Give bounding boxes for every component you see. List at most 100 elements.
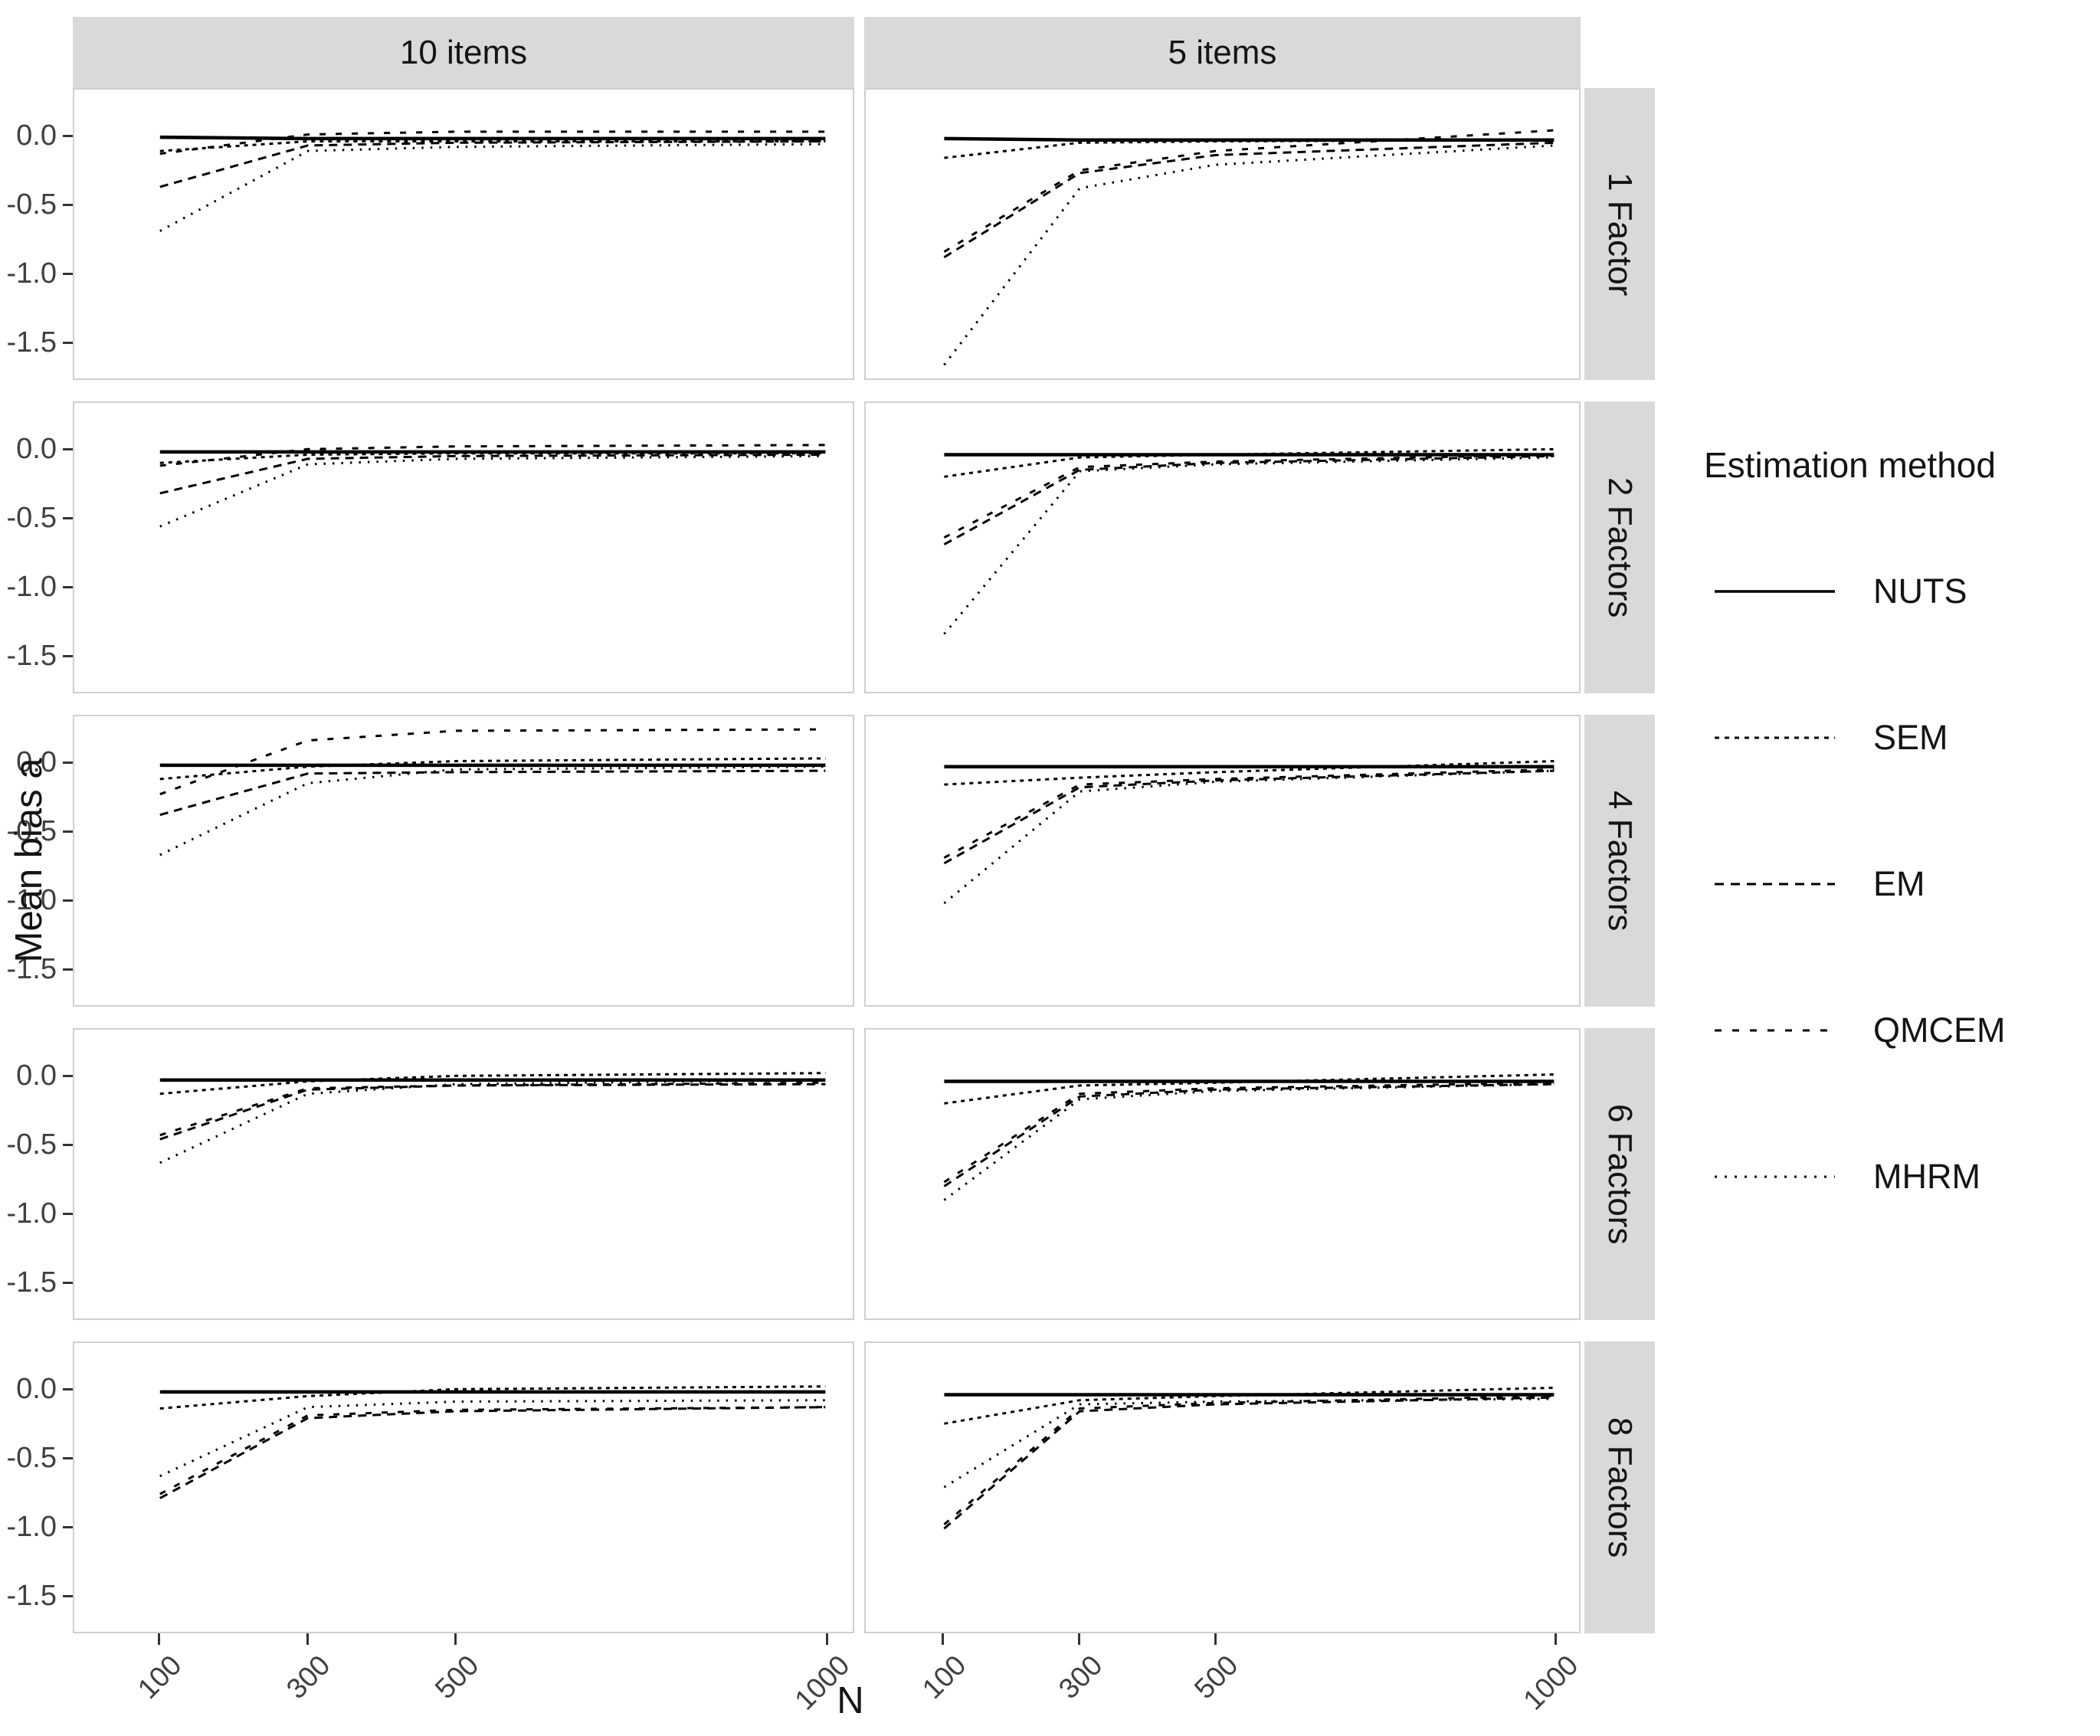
series-line-nuts bbox=[159, 135, 826, 141]
facet-panel-4-factors-5-items bbox=[864, 715, 1581, 1007]
y-axis-tick-label: 0.0 bbox=[16, 746, 57, 778]
facet-row-label: 8 Factors bbox=[1601, 1417, 1639, 1558]
legend-label: MHRM bbox=[1873, 1157, 1980, 1196]
x-axis-tick-mark bbox=[158, 1633, 160, 1645]
facet-panel-1-factor-5-items bbox=[864, 88, 1581, 380]
facet-column-label: 5 items bbox=[1168, 33, 1277, 71]
series-line-em bbox=[159, 140, 826, 188]
series-line-sem bbox=[944, 760, 1555, 786]
series-line-sem bbox=[944, 447, 1555, 478]
y-axis-tick-label: -1.0 bbox=[6, 257, 57, 290]
y-axis-tick-mark bbox=[63, 968, 73, 971]
facet-column-strip-5-items: 5 items bbox=[864, 17, 1581, 88]
x-axis-tick-label: 500 bbox=[428, 1649, 485, 1705]
legend-key-line-fine-dot bbox=[1715, 1175, 1835, 1178]
facet-column-label: 10 items bbox=[399, 33, 528, 71]
facet-panel-2-factors-10-items bbox=[73, 401, 854, 693]
facet-panel-1-factor-10-items bbox=[73, 88, 854, 380]
facet-row-strip-2-factors: 2 Factors bbox=[1584, 401, 1655, 693]
series-line-em bbox=[943, 141, 1555, 259]
legend-key-line-dotted bbox=[1715, 736, 1835, 739]
y-axis-tick-label: 0.0 bbox=[16, 433, 57, 465]
series-line-mhrm bbox=[943, 1397, 1555, 1489]
series-line-mhrm bbox=[943, 1083, 1555, 1201]
y-axis-tick-label: -1.5 bbox=[6, 326, 57, 359]
series-line-em bbox=[159, 1406, 826, 1499]
x-axis-tick-mark bbox=[1555, 1633, 1557, 1645]
legend-title: Estimation method bbox=[1704, 445, 1996, 485]
y-axis-tick-label: -0.5 bbox=[6, 1442, 57, 1474]
x-axis-title: N bbox=[837, 1680, 864, 1721]
y-axis-tick-mark bbox=[63, 273, 73, 275]
facet-row-strip-4-factors: 4 Factors bbox=[1584, 715, 1655, 1007]
facet-row-label: 2 Factors bbox=[1601, 477, 1639, 618]
y-axis-tick-mark bbox=[63, 586, 73, 588]
y-axis-tick-label: -1.5 bbox=[6, 640, 57, 672]
x-axis-tick-mark bbox=[1078, 1633, 1080, 1645]
y-axis-tick-mark bbox=[63, 1075, 73, 1077]
y-axis-tick-label: -0.5 bbox=[6, 1128, 57, 1161]
series-line-sem bbox=[944, 139, 1555, 159]
y-axis-tick-mark bbox=[63, 1526, 73, 1528]
series-line-em bbox=[943, 1083, 1555, 1187]
series-line-sem bbox=[159, 1072, 826, 1096]
y-axis-tick-mark bbox=[63, 655, 73, 657]
y-axis-tick-mark bbox=[63, 448, 73, 450]
series-line-qmcem bbox=[159, 728, 826, 796]
y-axis-tick-mark bbox=[63, 899, 73, 902]
legend-label: QMCEM bbox=[1873, 1010, 2006, 1050]
facet-column-strip-10-items: 10 items bbox=[73, 17, 854, 88]
legend-key-line-long-dash bbox=[1715, 1029, 1835, 1032]
series-line-em bbox=[943, 1396, 1555, 1530]
legend-key-line-solid bbox=[1715, 590, 1835, 593]
series-line-nuts bbox=[944, 136, 1555, 142]
y-axis-tick-label: 0.0 bbox=[16, 120, 57, 152]
y-axis-tick-mark bbox=[63, 1388, 73, 1390]
y-axis-tick-mark bbox=[63, 1213, 73, 1215]
y-axis-tick-mark bbox=[63, 830, 73, 833]
y-axis-tick-label: -1.0 bbox=[6, 571, 57, 603]
series-line-qmcem bbox=[159, 1081, 826, 1137]
facet-row-strip-8-factors: 8 Factors bbox=[1584, 1341, 1655, 1633]
y-axis-tick-label: -1.5 bbox=[6, 953, 57, 985]
y-axis-tick-label: -1.0 bbox=[6, 1197, 57, 1230]
facet-panel-8-factors-5-items bbox=[864, 1341, 1581, 1633]
facet-row-label: 6 Factors bbox=[1601, 1103, 1639, 1245]
series-line-em bbox=[159, 454, 826, 495]
series-line-mhrm bbox=[943, 144, 1555, 366]
facet-row-label: 4 Factors bbox=[1601, 790, 1639, 932]
x-axis-tick-mark bbox=[306, 1633, 309, 1645]
series-line-sem bbox=[159, 452, 826, 464]
x-axis-tick-label: 500 bbox=[1188, 1649, 1244, 1705]
facet-row-label: 1 Factor bbox=[1601, 172, 1639, 296]
y-axis-tick-mark bbox=[63, 1595, 73, 1597]
series-line-mhrm bbox=[159, 142, 826, 232]
series-line-em bbox=[943, 769, 1555, 865]
legend-label: NUTS bbox=[1873, 572, 1967, 611]
facet-panel-6-factors-10-items bbox=[73, 1028, 854, 1320]
series-line-mhrm bbox=[159, 1079, 826, 1164]
y-axis-tick-label: -0.5 bbox=[6, 502, 57, 534]
series-line-mhrm bbox=[159, 765, 826, 857]
y-axis-tick-label: -1.5 bbox=[6, 1580, 57, 1612]
facet-panel-8-factors-10-items bbox=[73, 1341, 854, 1633]
y-axis-tick-label: -0.5 bbox=[6, 188, 57, 221]
series-line-qmcem bbox=[159, 1406, 826, 1495]
y-axis-tick-label: -0.5 bbox=[6, 815, 57, 847]
facet-row-strip-1-factor: 1 Factor bbox=[1584, 88, 1655, 380]
y-axis-title: Mean bias a bbox=[8, 758, 50, 963]
series-line-qmcem bbox=[943, 768, 1555, 859]
y-axis-tick-mark bbox=[63, 517, 73, 519]
series-line-sem bbox=[159, 757, 826, 781]
series-line-mhrm bbox=[943, 456, 1555, 635]
x-axis-tick-label: 300 bbox=[1052, 1649, 1109, 1705]
facet-panel-4-factors-10-items bbox=[73, 715, 854, 1007]
y-axis-tick-mark bbox=[63, 342, 73, 344]
legend-label: EM bbox=[1873, 864, 1925, 903]
series-line-sem bbox=[944, 1073, 1555, 1105]
y-axis-tick-mark bbox=[63, 1144, 73, 1146]
y-axis-tick-label: -1.0 bbox=[6, 1511, 57, 1543]
series-line-qmcem bbox=[943, 1081, 1555, 1184]
y-axis-tick-label: -1.0 bbox=[6, 884, 57, 916]
